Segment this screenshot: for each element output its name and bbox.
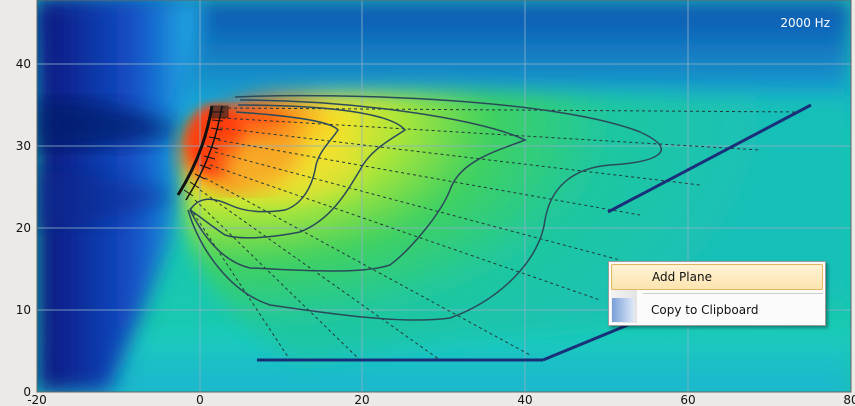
x-tick-label: 0 [196,393,204,406]
menu-separator [643,293,823,294]
contour-lines [187,94,663,321]
line-array-source[interactable] [176,105,229,201]
x-axis-ticks: -20 0 20 40 60 80 [27,393,855,406]
x-tick-label: 40 [517,393,532,406]
clipboard-icon [612,298,634,322]
y-tick-label: 40 [16,57,31,71]
menu-item-label: Copy to Clipboard [651,303,759,317]
y-tick-label: 20 [16,221,31,235]
menu-item-label: Add Plane [652,270,712,284]
y-tick-label: 10 [16,303,31,317]
ray-lines [189,107,801,361]
x-tick-label: 60 [680,393,695,406]
y-axis-ticks: 0 10 20 30 40 [16,57,31,399]
menu-item-add-plane[interactable]: Add Plane [611,264,823,290]
menu-item-copy-to-clipboard[interactable]: Copy to Clipboard [611,297,823,323]
audience-planes[interactable] [257,103,812,362]
frequency-label: 2000 Hz [780,16,830,30]
context-menu: Add Plane Copy to Clipboard [608,261,826,326]
x-tick-label: -20 [27,393,47,406]
plot-frame [36,0,852,393]
x-tick-label: 20 [354,393,369,406]
y-tick-label: 0 [23,385,31,399]
x-tick-label: 80 [843,393,855,406]
y-tick-label: 30 [16,139,31,153]
